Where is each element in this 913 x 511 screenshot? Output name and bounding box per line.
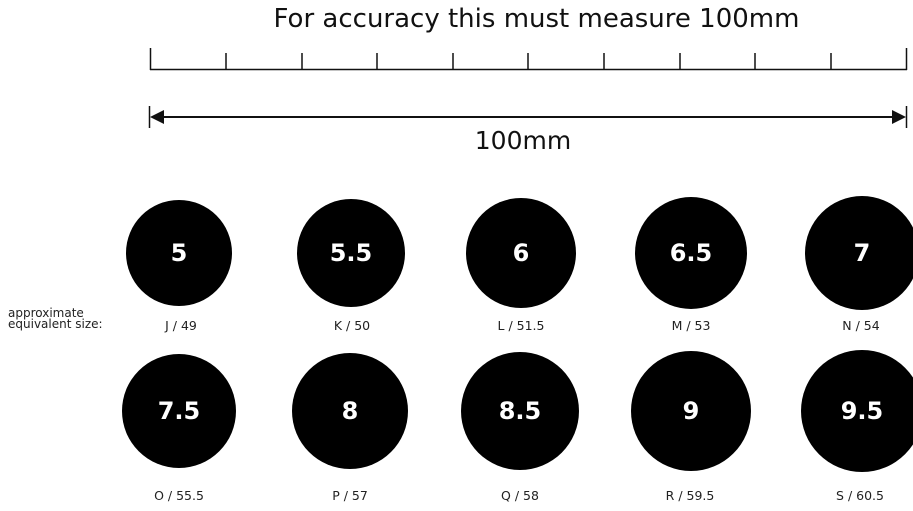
ring-circle: 9: [631, 351, 751, 471]
ring-circle: 8.5: [461, 352, 579, 470]
ring-equivalent: O / 55.5: [154, 488, 204, 503]
ring-circle: 6.5: [635, 197, 747, 309]
ring-circle: 8: [292, 353, 408, 469]
approximate-size-label-line1: approximate: [8, 306, 84, 320]
ring-equivalent: R / 59.5: [665, 488, 715, 503]
approximate-size-label: approximate equivalent size:: [8, 306, 103, 331]
ring-circle: 7: [805, 196, 913, 310]
ring-equivalent: K / 50: [333, 318, 371, 333]
ring-equivalent: N / 54: [842, 318, 880, 333]
ruler-graphic: [148, 48, 908, 128]
ruler-label: 100mm: [474, 126, 572, 155]
ring-equivalent: S / 60.5: [836, 488, 884, 503]
approximate-size-label-line2: equivalent size:: [8, 317, 103, 331]
ring-size: 8.5: [498, 397, 542, 425]
ring-equivalent: J / 49: [165, 318, 197, 333]
ring-size: 6: [512, 239, 530, 267]
ring-size: 7: [853, 239, 871, 267]
ring-equivalent: L / 51.5: [497, 318, 545, 333]
ring-circle: 6: [466, 198, 576, 308]
ring-size: 9.5: [840, 397, 884, 425]
page-title: For accuracy this must measure 100mm: [273, 4, 800, 34]
ring-equivalent: Q / 58: [501, 488, 539, 503]
ring-equivalent: M / 53: [671, 318, 711, 333]
ring-circle: 5.5: [297, 199, 405, 307]
ring-size: 5.5: [329, 239, 373, 267]
ring-size: 7.5: [157, 397, 201, 425]
ring-circle: 9.5: [801, 350, 913, 472]
ring-circle: 5: [126, 200, 232, 306]
ring-size: 9: [682, 397, 700, 425]
ring-size: 6.5: [669, 239, 713, 267]
ring-size: 5: [170, 239, 188, 267]
arrow-head-left-icon: [150, 110, 164, 124]
ring-size: 8: [341, 397, 359, 425]
ring-equivalent: P / 57: [332, 488, 368, 503]
arrow-head-right-icon: [892, 110, 906, 124]
ring-circle: 7.5: [122, 354, 236, 468]
